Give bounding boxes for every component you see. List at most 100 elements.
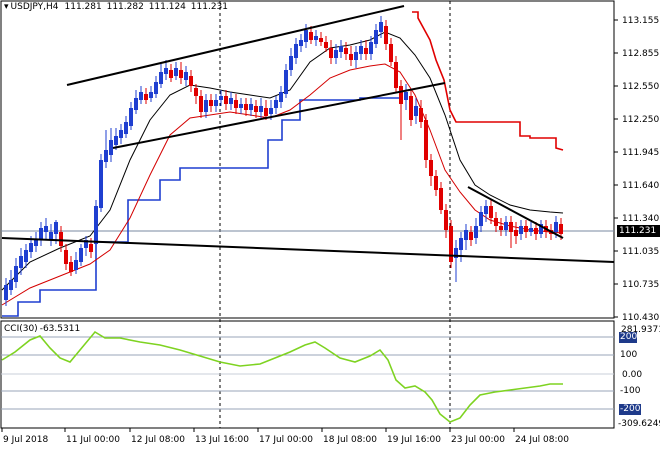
candle-body [279,92,283,102]
candle-body [44,226,48,232]
current-price-label: 111.231 [617,225,660,237]
candle-body [309,32,313,40]
support-trendline [1,237,615,263]
candle-body [119,130,123,138]
candle-body [529,228,533,232]
trendlines [1,5,615,263]
descending-trendline [467,186,564,239]
candle-body [99,160,103,208]
time-label: 12 Jul 08:00 [131,435,185,445]
moving-average-red-line [1,63,564,306]
candle-body [214,100,218,106]
candle-body [39,228,43,240]
candle-body [334,50,338,58]
candle-body [269,108,273,114]
candlesticks [4,16,563,306]
candle-body [84,240,88,248]
candle-body [19,256,23,268]
time-axis-ticks [1,428,515,432]
candle-body [69,262,73,272]
candle-body [424,120,428,160]
candle-body [344,48,348,54]
candle-body [219,96,223,100]
moving-average-black-line [1,31,564,291]
price-label: 112.550 [622,82,659,92]
cci-axis-labels: 281.9371 0.00 -309.6249 [618,325,660,429]
candle-body [444,210,448,230]
candle-body [94,206,98,244]
cci-level-200: 200 [619,332,638,343]
candle-body [284,70,288,94]
cci-level-minus-100: -100 [620,386,641,396]
candle-body [54,222,58,234]
candle-body [74,260,78,270]
symbol-timeframe: USDJPY,H4 [10,2,59,12]
candle-body [224,96,228,104]
ohlc-low: 111.124 [148,2,186,12]
candle-body [404,92,408,100]
candle-body [474,226,478,238]
ohlc-high: 111.282 [106,2,144,12]
cci-level-minus-200: -200 [619,404,641,415]
candle-body [359,46,363,54]
candle-body [24,250,28,262]
ohlc-close: 111.231 [190,2,228,12]
price-label: 111.945 [622,148,659,158]
candle-body [194,88,198,96]
cci-header: CCI(30) -63.5311 [4,324,82,334]
candle-body [459,238,463,250]
price-axis-ticks [614,19,618,318]
candle-body [14,266,18,282]
candle-body [149,92,153,98]
candle-body [254,106,258,112]
time-label: 17 Jul 00:00 [259,435,313,445]
candle-body [364,48,368,54]
candle-body [139,92,143,100]
cci-line [1,330,563,423]
candle-body [179,70,183,78]
candle-body [49,232,53,240]
candle-body [9,280,13,290]
candle-body [199,96,203,112]
candle-body [494,218,498,226]
candle-body [554,222,558,232]
channel-upper-trendline [66,5,405,86]
candle-body [469,232,473,240]
candle-body [209,100,213,106]
candle-body [419,108,423,122]
candle-body [144,94,148,100]
candle-body [394,62,398,88]
cci-label: -309.6249 [618,419,660,429]
price-label: 110.430 [622,313,659,323]
candle-body [64,250,68,264]
candle-body [234,100,238,108]
candle-body [89,244,93,252]
candle-body [114,136,118,145]
cci-label: 281.9371 [621,325,660,335]
cci-label: 0.00 [622,370,642,380]
candle-body [109,140,113,155]
candle-body [239,104,243,108]
candle-body [319,38,323,42]
candle-body [229,98,233,104]
candle-body [249,104,253,110]
price-label: 110.735 [622,280,659,290]
time-label: 9 Jul 2018 [3,435,48,445]
price-label: 111.035 [622,247,659,257]
candle-body [299,40,303,46]
candle-body [34,240,38,246]
candle-body [189,76,193,86]
price-axis-labels: 113.155 112.855 112.550 112.250 111.945 … [622,16,659,323]
candle-body [264,108,268,116]
candle-body [389,44,393,62]
candle-body [374,30,378,44]
time-label: 23 Jul 00:00 [451,435,505,445]
candle-body [464,230,468,240]
time-label: 19 Jul 16:00 [387,435,441,445]
candle-body [454,248,458,258]
candle-body [79,248,83,262]
main-panel-frame [0,0,615,319]
candle-body [439,188,443,210]
candle-body [354,52,358,60]
